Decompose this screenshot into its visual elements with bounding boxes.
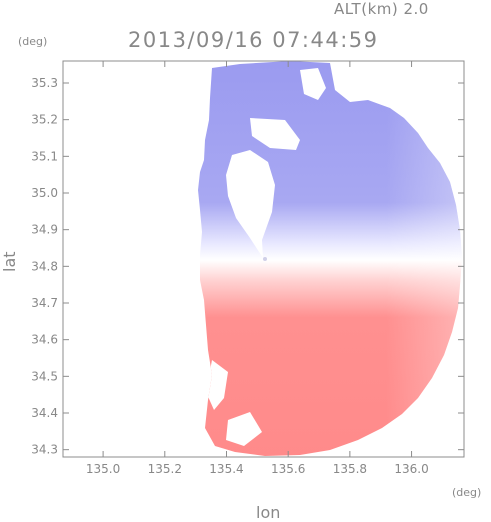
plot-frame: [62, 60, 465, 458]
radar-center-marker: [263, 257, 267, 261]
x-tick-label: 135.8: [333, 462, 367, 476]
y-tick-label: 34.6: [31, 333, 58, 347]
x-unit-label: (deg): [452, 486, 482, 499]
gap-region-5: [226, 412, 262, 446]
x-ticks: 135.0 135.2 135.4 135.6 135.8 136.0: [86, 61, 429, 476]
x-tick-label: 135.0: [86, 462, 120, 476]
x-tick-label: 135.6: [271, 462, 305, 476]
y-tick-label: 34.5: [31, 369, 58, 383]
gap-region-2: [250, 118, 300, 150]
y-ticks: 35.3 35.2 35.1 35.0 34.9 34.8 34.7 34.6 34.5 34.4…: [31, 76, 464, 457]
y-tick-label: 34.4: [31, 406, 58, 420]
velocity-edge-fade: [198, 61, 462, 456]
x-tick-label: 135.2: [148, 462, 182, 476]
y-tick-label: 35.2: [31, 113, 58, 127]
y-unit-label: (deg): [18, 35, 48, 48]
x-tick-label: 135.4: [209, 462, 243, 476]
y-tick-label: 34.3: [31, 443, 58, 457]
y-tick-label: 35.0: [31, 186, 58, 200]
y-tick-label: 34.8: [31, 259, 58, 273]
gap-region-1: [226, 150, 275, 258]
y-tick-label: 34.7: [31, 296, 58, 310]
y-tick-label: 35.3: [31, 76, 58, 90]
gap-region-3: [300, 68, 326, 100]
x-tick-label: 136.0: [394, 462, 428, 476]
altitude-label: ALT(km) 2.0: [334, 0, 429, 18]
timestamp-title: 2013/09/16 07:44:59: [128, 28, 379, 52]
velocity-field: [198, 61, 462, 456]
y-tick-label: 34.9: [31, 223, 58, 237]
y-tick-label: 35.1: [31, 149, 58, 163]
x-axis-label: lon: [256, 503, 281, 522]
